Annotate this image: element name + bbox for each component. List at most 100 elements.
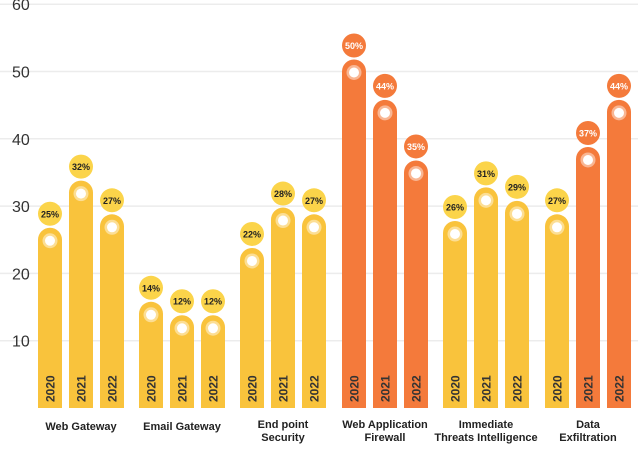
value-badge xyxy=(240,221,264,246)
bar-marker-dot xyxy=(552,222,562,233)
year-label: 2021 xyxy=(480,375,494,402)
bar-marker-dot xyxy=(411,168,421,179)
year-label: 2020 xyxy=(145,375,159,402)
bar-group: 25% 2020 32% 2021 27% 2022 xyxy=(38,154,124,408)
bar-marker-dot xyxy=(146,309,156,320)
value-label: 31% xyxy=(477,169,495,179)
category-label: Immediate Threats Intelligence xyxy=(434,419,537,444)
y-tick-label: 60 xyxy=(12,0,30,14)
category-label: Data Exfiltration xyxy=(559,419,617,444)
bar-group: 14% 2020 12% 2021 12% 2022 xyxy=(139,275,225,408)
bar xyxy=(201,315,225,408)
bar-marker-dot xyxy=(450,229,460,240)
value-label: 22% xyxy=(243,229,261,239)
value-badge xyxy=(271,181,295,206)
value-label: 26% xyxy=(446,203,464,213)
value-label: 37% xyxy=(579,128,597,138)
value-label: 44% xyxy=(610,81,628,91)
value-badge xyxy=(170,289,194,314)
value-badge xyxy=(576,120,600,145)
value-badge xyxy=(505,174,529,199)
value-badge xyxy=(302,188,326,213)
value-badge xyxy=(607,73,631,98)
value-badge xyxy=(69,154,93,179)
bar-marker-dot xyxy=(614,107,624,118)
year-label: 2022 xyxy=(308,375,322,402)
y-axis-ticks: 10 20 30 40 50 60 xyxy=(12,0,30,351)
value-label: 27% xyxy=(548,196,566,206)
category-label: Web Gateway xyxy=(45,421,117,433)
bar-groups: 25% 2020 32% 2021 27% 2022 14% 2020 12% 2021 12% 20… xyxy=(38,33,631,409)
year-label: 2021 xyxy=(379,375,393,402)
bar xyxy=(545,214,569,408)
year-label: 2020 xyxy=(348,375,362,402)
bar-marker-dot xyxy=(107,222,117,233)
category-label: End point Security xyxy=(258,419,309,444)
y-tick-label: 40 xyxy=(12,132,30,149)
value-label: 44% xyxy=(376,81,394,91)
bar-group: 50% 2020 44% 2021 35% 2022 xyxy=(342,33,428,408)
bar xyxy=(443,221,467,408)
year-label: 2022 xyxy=(613,375,627,402)
year-label: 2022 xyxy=(207,375,221,402)
bar-marker-dot xyxy=(247,255,257,266)
bar-marker-dot xyxy=(583,154,593,165)
value-label: 25% xyxy=(41,209,59,219)
bar-marker-dot xyxy=(380,107,390,118)
value-badge xyxy=(139,275,163,300)
value-badge xyxy=(373,73,397,98)
bar xyxy=(100,214,124,408)
bar xyxy=(139,301,163,408)
y-tick-label: 50 xyxy=(12,65,30,82)
bar xyxy=(170,315,194,408)
value-badge xyxy=(100,188,124,213)
bar-marker-dot xyxy=(349,67,359,78)
bar-marker-dot xyxy=(278,215,288,226)
bar-marker-dot xyxy=(45,235,55,246)
y-tick-label: 30 xyxy=(12,199,30,216)
year-label: 2021 xyxy=(277,375,291,402)
year-label: 2020 xyxy=(246,375,260,402)
year-label: 2020 xyxy=(551,375,565,402)
bar xyxy=(373,99,397,408)
bar xyxy=(271,207,295,408)
bar-group: 26% 2020 31% 2021 29% 2022 xyxy=(443,161,529,408)
value-badge xyxy=(38,201,62,226)
bar xyxy=(302,214,326,408)
value-badge xyxy=(404,134,428,159)
value-label: 50% xyxy=(345,41,363,51)
value-badge xyxy=(443,195,467,220)
value-label: 32% xyxy=(72,162,90,172)
bar-marker-dot xyxy=(309,222,319,233)
year-label: 2022 xyxy=(410,375,424,402)
year-label: 2020 xyxy=(44,375,58,402)
value-label: 27% xyxy=(103,196,121,206)
year-label: 2021 xyxy=(582,375,596,402)
bar xyxy=(474,187,498,408)
bar-marker-dot xyxy=(512,208,522,219)
bar xyxy=(342,59,366,408)
category-labels: Web Gateway Email Gateway End point Securit… xyxy=(45,419,617,444)
bar xyxy=(576,146,600,409)
value-label: 27% xyxy=(305,196,323,206)
value-label: 12% xyxy=(173,297,191,307)
category-label: Web Application Firewall xyxy=(342,419,428,444)
year-label: 2021 xyxy=(75,375,89,402)
value-label: 35% xyxy=(407,142,425,152)
bar-group: 22% 2020 28% 2021 27% 2022 xyxy=(240,181,326,408)
year-label: 2021 xyxy=(176,375,190,402)
bar-group: 27% 2020 37% 2021 44% 2022 xyxy=(545,73,631,409)
value-label: 29% xyxy=(508,182,526,192)
bar-marker-dot xyxy=(177,323,187,334)
bar-marker-dot xyxy=(208,323,218,334)
value-badge xyxy=(342,33,366,58)
bar xyxy=(505,200,529,408)
bar xyxy=(240,247,264,408)
bar xyxy=(38,227,62,408)
category-label: Email Gateway xyxy=(143,421,222,433)
value-label: 12% xyxy=(204,297,222,307)
year-label: 2022 xyxy=(511,375,525,402)
bar-marker-dot xyxy=(76,188,86,199)
value-label: 14% xyxy=(142,283,160,293)
